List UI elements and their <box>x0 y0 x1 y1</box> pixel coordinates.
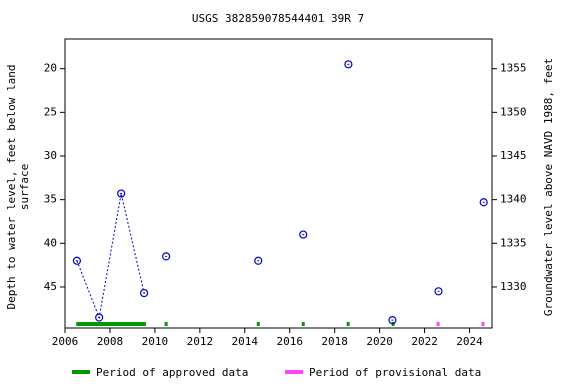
y2-tick-label: 1350 <box>500 105 527 118</box>
data-line <box>76 193 145 320</box>
x-tick-label: 2010 <box>142 335 169 348</box>
data-point <box>117 189 126 198</box>
y2-axis-label: Groundwater level above NAVD 1988, feet <box>542 58 555 316</box>
y2-tick-label: 1345 <box>500 149 527 162</box>
period-bar <box>256 322 260 326</box>
data-point <box>299 230 308 239</box>
y2-tick-label: 1330 <box>500 280 527 293</box>
y2-tick-label: 1335 <box>500 236 527 249</box>
chart-title: USGS 382859078544401 39R 7 <box>192 12 364 25</box>
y-tick-label: 35 <box>44 193 57 206</box>
x-tick-label: 2016 <box>276 335 303 348</box>
x-tick-label: 2020 <box>366 335 393 348</box>
data-point <box>344 60 353 69</box>
y2-tick-label: 1340 <box>500 193 527 206</box>
y-tick-label: 45 <box>44 280 57 293</box>
period-bar <box>436 322 440 326</box>
data-point <box>72 256 82 265</box>
data-point <box>434 287 443 296</box>
y-tick-label: 40 <box>44 236 57 249</box>
y-tick-label: 25 <box>44 105 57 118</box>
plot-frame <box>64 38 493 329</box>
x-tick-label: 2024 <box>456 335 483 348</box>
legend-label: Period of approved data <box>96 366 248 379</box>
data-point <box>95 313 104 322</box>
data-point <box>140 288 149 298</box>
x-tick-label: 2018 <box>321 335 348 348</box>
period-bar <box>346 322 350 326</box>
x-tick-label: 2014 <box>232 335 259 348</box>
legend-label: Period of provisional data <box>309 366 481 379</box>
data-point <box>162 252 171 261</box>
x-tick-label: 2006 <box>52 335 79 348</box>
period-bar <box>76 322 146 326</box>
data-point <box>479 198 488 207</box>
period-bar <box>164 322 168 326</box>
period-bar <box>301 322 305 326</box>
x-tick-label: 2008 <box>97 335 124 348</box>
y-tick-label: 20 <box>44 62 57 75</box>
y-axis-label: surface <box>18 164 31 210</box>
x-tick-label: 2012 <box>187 335 214 348</box>
data-point <box>388 316 397 325</box>
data-point <box>254 256 263 265</box>
y-tick-label: 30 <box>44 149 57 162</box>
x-tick-label: 2022 <box>411 335 438 348</box>
period-bar <box>481 322 485 326</box>
y-axis-label: Depth to water level, feet below land <box>5 64 18 309</box>
y2-tick-label: 1355 <box>500 62 527 75</box>
